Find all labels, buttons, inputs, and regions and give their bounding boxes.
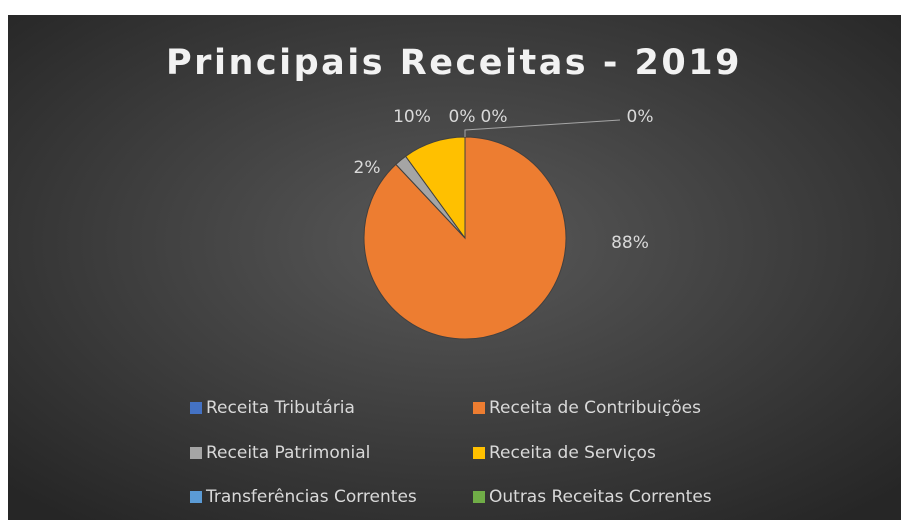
legend-swatch: [473, 447, 485, 459]
data-label: 0%: [627, 107, 654, 127]
legend-swatch: [473, 491, 485, 503]
legend-swatch: [190, 491, 202, 503]
legend-label: Transferências Correntes: [205, 487, 417, 507]
data-label: 2%: [354, 158, 381, 178]
legend-label: Outras Receitas Correntes: [489, 487, 712, 507]
data-label: 0%: [449, 107, 476, 127]
chart-title: Principais Receitas - 2019: [166, 43, 742, 83]
legend-label: Receita de Contribuições: [489, 398, 701, 418]
legend-swatch: [473, 402, 485, 414]
legend-swatch: [190, 447, 202, 459]
leader-line: [464, 119, 621, 137]
legend-swatch: [190, 402, 202, 414]
data-label: 10%: [393, 107, 431, 127]
legend-label: Receita Patrimonial: [206, 443, 370, 463]
data-label: 88%: [611, 233, 649, 253]
legend-label: Receita Tributária: [206, 398, 355, 418]
data-label: 0%: [481, 107, 508, 127]
legend-label: Receita de Serviços: [489, 443, 656, 463]
